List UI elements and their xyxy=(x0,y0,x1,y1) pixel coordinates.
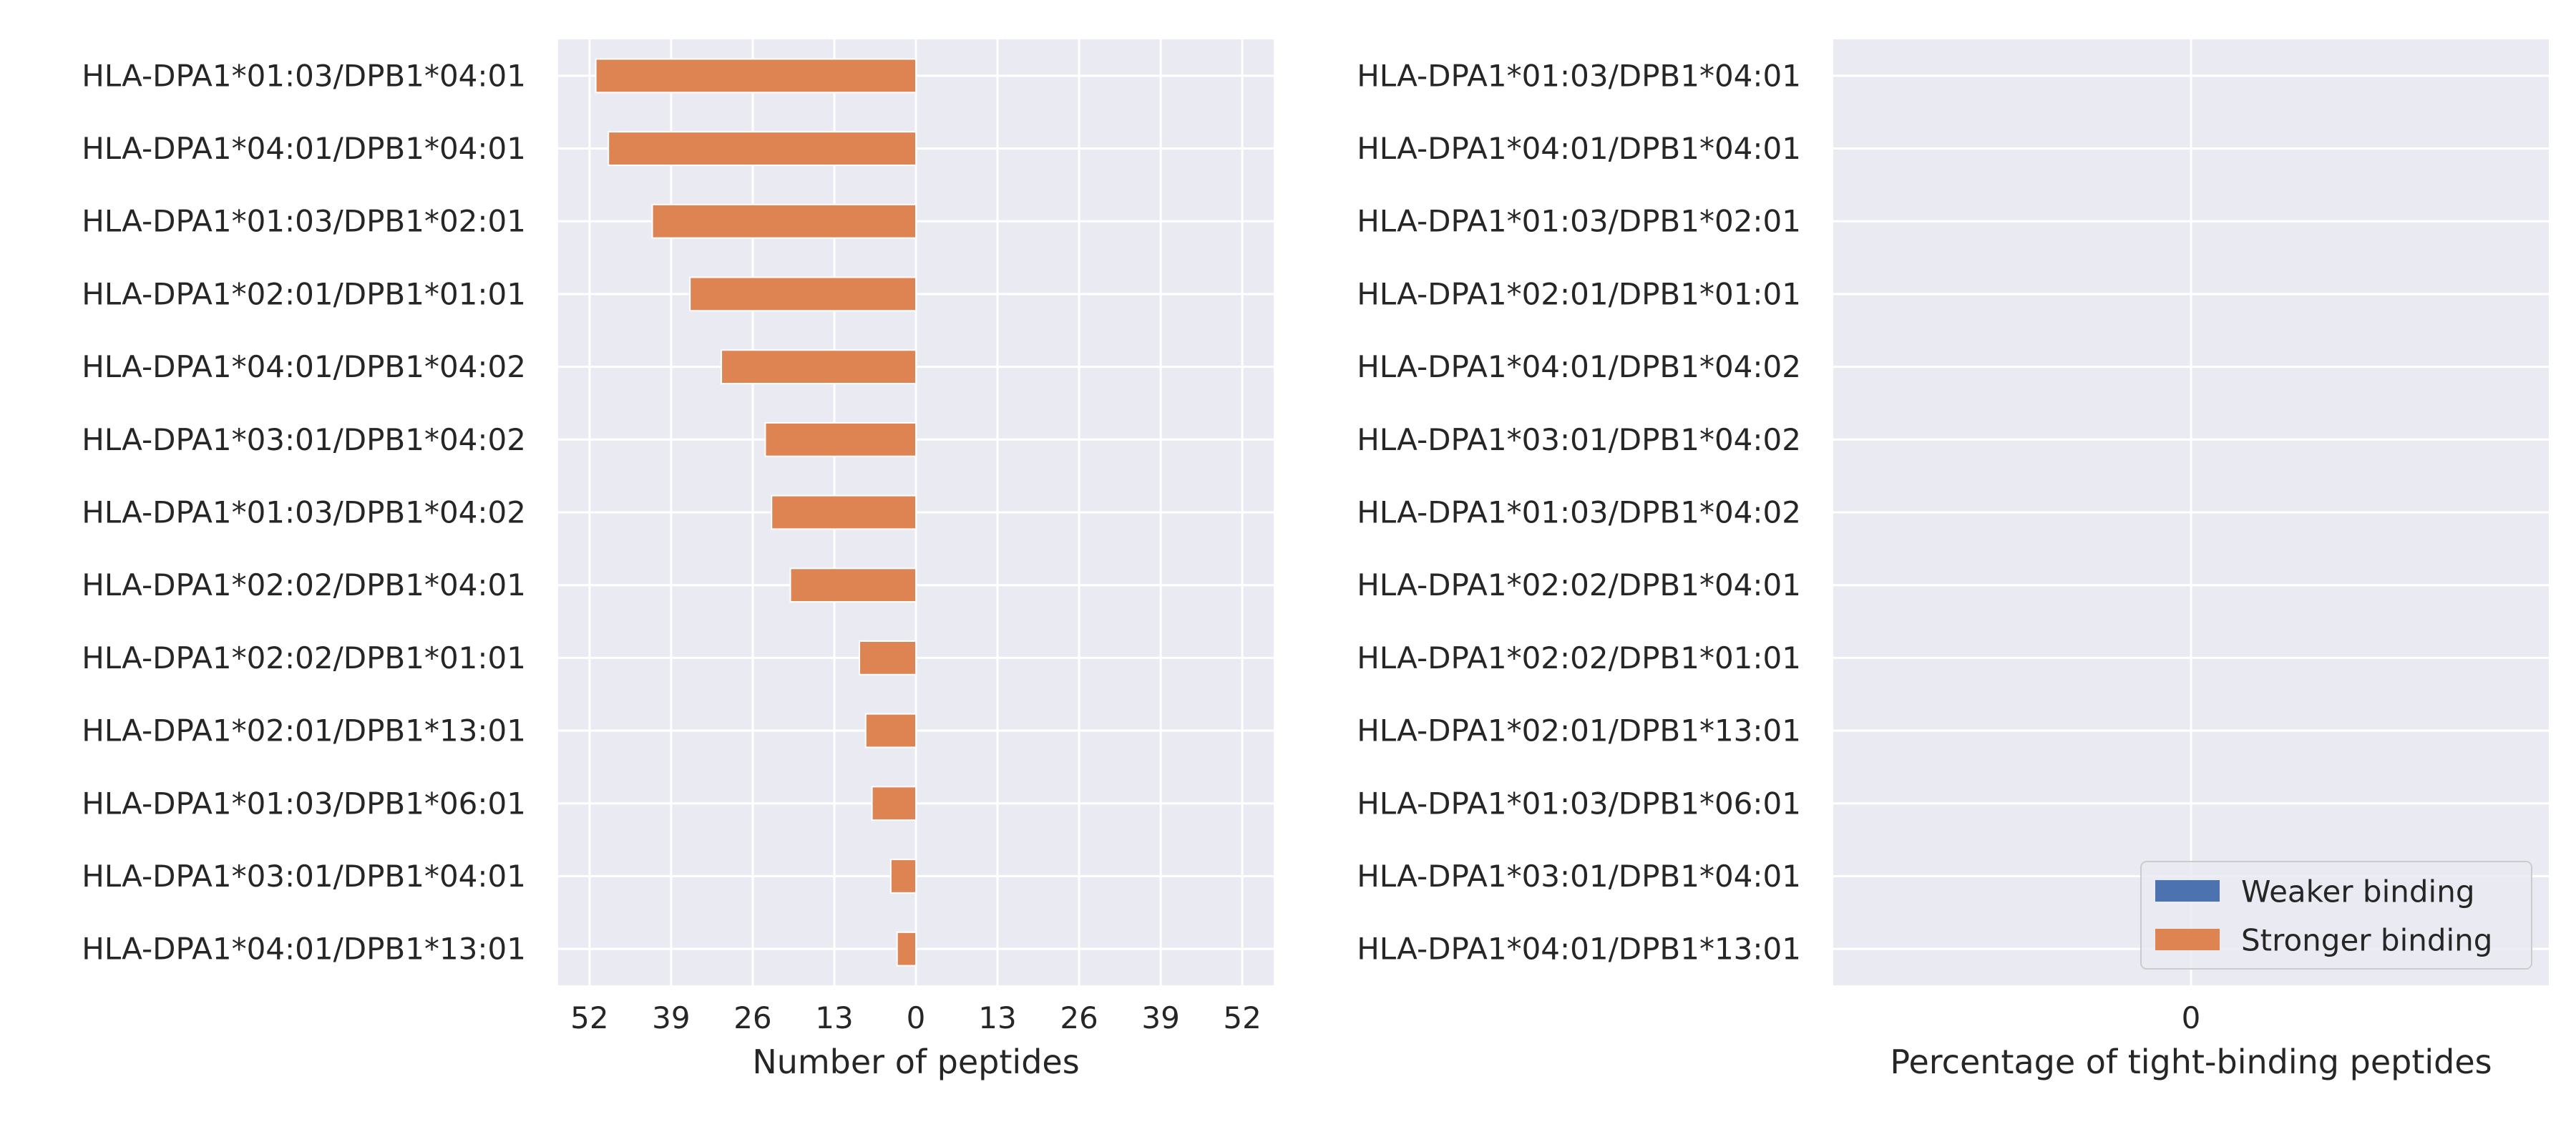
category-label: HLA-DPA1*04:01/DPB1*04:01 xyxy=(82,131,526,166)
bar-stronger-binding xyxy=(689,276,917,312)
category-label: HLA-DPA1*01:03/DPB1*04:01 xyxy=(1357,58,1801,93)
category-label: HLA-DPA1*03:01/DPB1*04:02 xyxy=(82,422,526,457)
category-label: HLA-DPA1*04:01/DPB1*04:02 xyxy=(1357,349,1801,384)
category-label: HLA-DPA1*02:02/DPB1*01:01 xyxy=(1357,640,1801,675)
x-tick-label: 13 xyxy=(815,1000,853,1035)
x-tick-label: 39 xyxy=(1141,1000,1179,1035)
category-label: HLA-DPA1*02:02/DPB1*04:01 xyxy=(1357,567,1801,602)
x-tick-label: 52 xyxy=(570,1000,608,1035)
category-label: HLA-DPA1*02:02/DPB1*01:01 xyxy=(82,640,526,675)
right-chart-tight-binding-percentage: HLA-DPA1*01:03/DPB1*04:01 HLA-DPA1*04:01/… xyxy=(1357,39,2549,1081)
category-label: HLA-DPA1*01:03/DPB1*04:01 xyxy=(82,58,526,93)
x-tick-label: 13 xyxy=(978,1000,1016,1035)
category-label: HLA-DPA1*04:01/DPB1*04:02 xyxy=(82,349,526,384)
legend: Weaker binding Stronger binding xyxy=(2140,861,2532,970)
category-label: HLA-DPA1*03:01/DPB1*04:02 xyxy=(1357,422,1801,457)
bar-stronger-binding xyxy=(595,58,917,94)
bar-stronger-binding xyxy=(764,421,917,457)
category-label: HLA-DPA1*01:03/DPB1*04:02 xyxy=(1357,495,1801,530)
legend-swatch xyxy=(2155,880,2220,902)
category-label: HLA-DPA1*04:01/DPB1*13:01 xyxy=(1357,932,1801,967)
x-tick-label: 26 xyxy=(733,1000,771,1035)
category-label: HLA-DPA1*02:01/DPB1*13:01 xyxy=(1357,713,1801,748)
category-label: HLA-DPA1*02:01/DPB1*01:01 xyxy=(1357,276,1801,311)
category-label: HLA-DPA1*02:01/DPB1*01:01 xyxy=(82,276,526,311)
x-tick-label: 39 xyxy=(652,1000,690,1035)
legend-box xyxy=(2140,861,2532,970)
bar-stronger-binding xyxy=(859,640,917,675)
category-label: HLA-DPA1*03:01/DPB1*04:01 xyxy=(1357,859,1801,894)
bar-stronger-binding xyxy=(889,859,917,894)
category-label: HLA-DPA1*02:02/DPB1*04:01 xyxy=(82,567,526,602)
category-label: HLA-DPA1*01:03/DPB1*06:01 xyxy=(82,786,526,821)
bar-stronger-binding xyxy=(789,567,917,603)
legend-label: Weaker binding xyxy=(2241,874,2474,909)
category-label: HLA-DPA1*01:03/DPB1*02:01 xyxy=(1357,204,1801,239)
bar-stronger-binding xyxy=(864,713,917,748)
x-tick-label: 26 xyxy=(1060,1000,1098,1035)
x-tick-label: 0 xyxy=(907,1000,926,1035)
left-chart-peptide-counts: HLA-DPA1*01:03/DPB1*04:01 HLA-DPA1*04:01/… xyxy=(82,39,1274,1081)
category-label: HLA-DPA1*01:03/DPB1*06:01 xyxy=(1357,786,1801,821)
category-label: HLA-DPA1*01:03/DPB1*04:02 xyxy=(82,495,526,530)
bar-stronger-binding xyxy=(608,131,917,166)
legend-swatch xyxy=(2155,929,2220,950)
category-label: HLA-DPA1*01:03/DPB1*02:01 xyxy=(82,204,526,239)
x-tick-label: 52 xyxy=(1223,1000,1261,1035)
category-label: HLA-DPA1*03:01/DPB1*04:01 xyxy=(82,859,526,894)
x-axis-label: Percentage of tight-binding peptides xyxy=(1890,1043,2492,1081)
category-label: HLA-DPA1*04:01/DPB1*04:01 xyxy=(1357,131,1801,166)
legend-label: Stronger binding xyxy=(2241,923,2492,958)
bar-stronger-binding xyxy=(651,203,917,239)
bar-stronger-binding xyxy=(871,786,917,821)
category-label: HLA-DPA1*02:01/DPB1*13:01 xyxy=(82,713,526,748)
bar-stronger-binding xyxy=(721,349,917,385)
x-tick-label: 0 xyxy=(2182,1000,2201,1035)
x-axis-label: Number of peptides xyxy=(752,1043,1079,1081)
bar-stronger-binding xyxy=(771,494,917,530)
bar-stronger-binding xyxy=(896,931,917,967)
category-label: HLA-DPA1*04:01/DPB1*13:01 xyxy=(82,932,526,967)
